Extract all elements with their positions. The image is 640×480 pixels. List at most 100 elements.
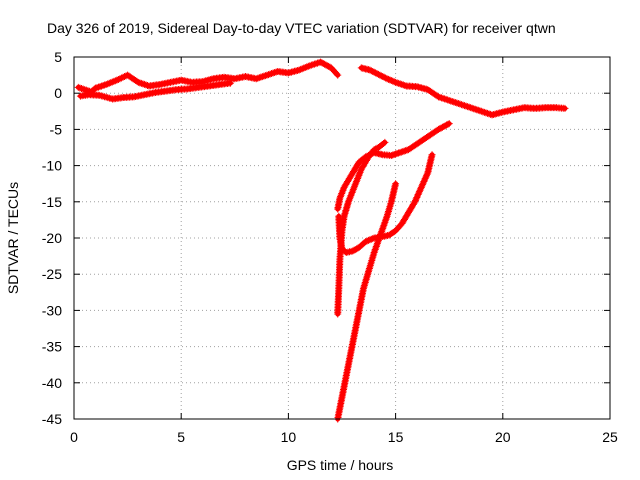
data-point	[349, 187, 357, 195]
data-point	[367, 67, 375, 75]
data-point	[362, 238, 370, 246]
data-point	[119, 73, 127, 81]
data-point	[370, 248, 378, 256]
data-point	[382, 74, 390, 82]
data-point	[347, 172, 355, 180]
data-point	[261, 72, 269, 80]
data-point	[485, 110, 493, 118]
data-point	[81, 86, 89, 94]
x-tick-label: 10	[281, 429, 297, 445]
data-point	[252, 75, 260, 83]
data-point	[378, 227, 386, 235]
data-point	[474, 106, 482, 114]
data-point	[113, 76, 121, 84]
data-point	[268, 70, 276, 78]
x-tick-label: 20	[495, 429, 511, 445]
data-point	[380, 139, 388, 147]
y-tick-label: -20	[42, 230, 62, 246]
data-point	[380, 220, 388, 228]
data-point	[387, 77, 395, 85]
data-point	[346, 173, 354, 181]
data-point	[114, 75, 122, 83]
data-point	[444, 120, 452, 128]
data-point	[417, 183, 425, 191]
data-point	[227, 79, 235, 87]
y-tick-label: -15	[42, 194, 62, 210]
data-point	[336, 193, 344, 201]
data-point	[376, 71, 384, 79]
data-point	[461, 102, 469, 110]
data-point	[413, 193, 421, 201]
data-point	[375, 235, 383, 243]
data-point	[137, 79, 145, 87]
data-point	[370, 68, 378, 76]
data-point	[379, 73, 387, 81]
data-point	[343, 179, 351, 187]
x-axis-title: GPS time / hours	[287, 457, 394, 473]
data-point	[454, 100, 462, 108]
data-point	[372, 242, 380, 250]
data-point	[344, 176, 352, 184]
data-point	[381, 218, 389, 226]
data-point	[464, 103, 472, 111]
data-point	[459, 101, 467, 109]
data-point	[470, 105, 478, 113]
data-point	[561, 104, 569, 112]
data-point	[442, 95, 450, 103]
data-point	[310, 60, 318, 68]
data-point	[351, 181, 359, 189]
data-point	[356, 168, 364, 176]
data-point	[376, 232, 384, 240]
data-point	[257, 73, 265, 81]
data-point	[340, 185, 348, 193]
data-point	[421, 176, 429, 184]
data-point	[386, 76, 394, 84]
data-point	[376, 233, 384, 241]
data-layer	[74, 58, 569, 423]
data-point	[333, 70, 341, 78]
y-tick-label: -35	[42, 339, 62, 355]
data-point	[357, 167, 365, 175]
data-point	[309, 61, 317, 69]
data-point	[477, 107, 485, 115]
data-point	[306, 62, 314, 70]
data-point	[457, 101, 465, 109]
data-point	[445, 96, 453, 104]
y-tick-label: -25	[42, 266, 62, 282]
data-point	[383, 75, 391, 83]
data-point	[428, 151, 436, 159]
data-point	[95, 83, 103, 91]
data-point	[444, 96, 452, 104]
data-point	[266, 70, 274, 78]
data-point	[358, 164, 366, 172]
data-point	[374, 70, 382, 78]
data-point	[366, 151, 374, 159]
data-point	[413, 192, 421, 200]
data-point	[483, 109, 491, 117]
data-point	[140, 80, 148, 88]
data-point	[260, 72, 268, 80]
data-point	[342, 180, 350, 188]
data-point	[312, 60, 320, 68]
data-point	[374, 238, 382, 246]
data-point	[78, 84, 86, 92]
data-point	[360, 161, 368, 169]
data-point	[351, 182, 359, 190]
data-point	[392, 78, 400, 86]
data-point	[76, 84, 84, 92]
data-point	[295, 66, 303, 74]
data-point	[353, 176, 361, 184]
data-point	[419, 180, 427, 188]
data-point	[422, 173, 430, 181]
data-point	[456, 100, 464, 108]
data-point	[436, 93, 444, 101]
data-point	[304, 62, 312, 70]
data-point	[337, 191, 345, 199]
data-point	[301, 64, 309, 72]
data-point	[98, 82, 106, 90]
data-point	[395, 79, 403, 87]
data-point	[377, 230, 385, 238]
x-tick-label: 15	[388, 429, 404, 445]
data-point	[357, 165, 365, 173]
data-point	[366, 66, 374, 74]
